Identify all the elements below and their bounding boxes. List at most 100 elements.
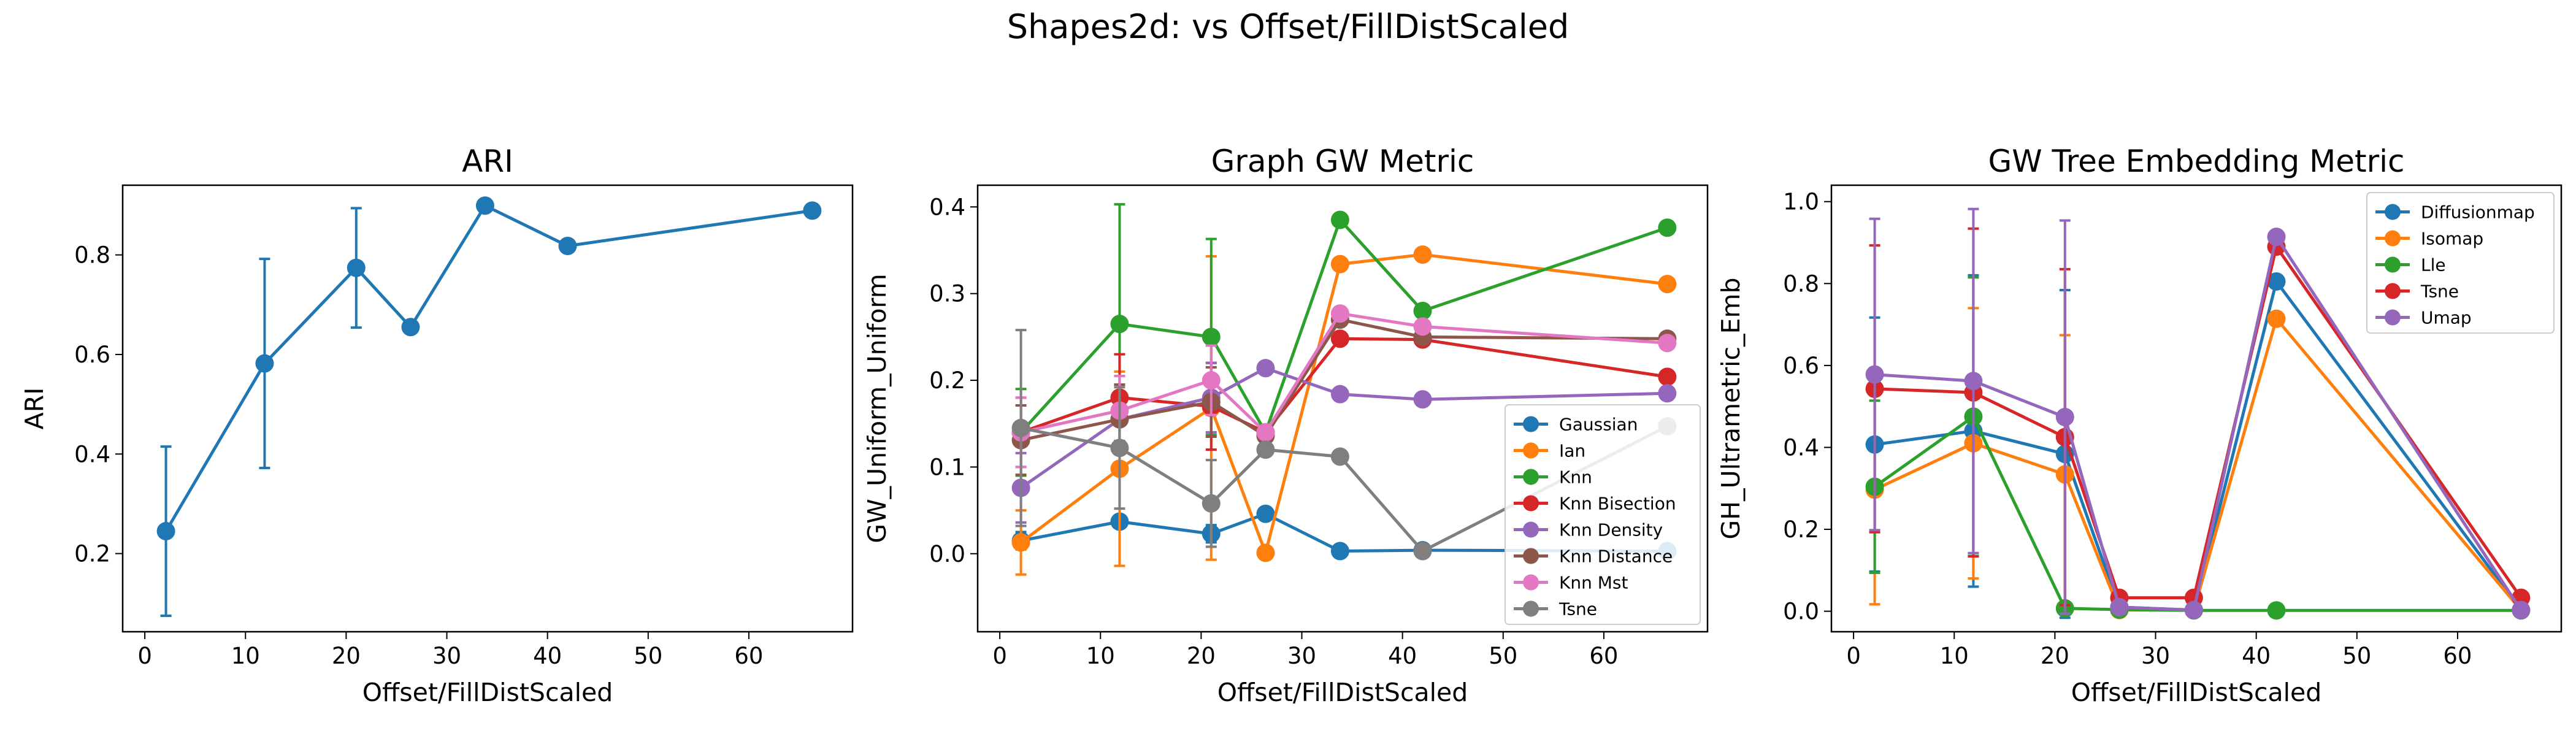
data-point (2267, 601, 2286, 620)
x-axis-label: Offset/FillDistScaled (1217, 678, 1468, 707)
x-tick-label: 50 (1489, 643, 1517, 669)
legend-box (1505, 404, 1701, 625)
data-point (1256, 543, 1275, 562)
data-point (1330, 210, 1349, 229)
data-point (1658, 367, 1677, 386)
data-point (2184, 600, 2203, 619)
data-point (1202, 328, 1221, 347)
data-point (1413, 245, 1432, 264)
y-tick-label: 0.0 (929, 541, 965, 567)
x-tick-label: 20 (332, 643, 361, 669)
y-axis-label: ARI (20, 388, 49, 430)
legend-swatch-marker (2385, 230, 2401, 247)
x-axis-label: Offset/FillDistScaled (2071, 678, 2322, 707)
data-point (1413, 390, 1432, 409)
y-tick-label: 0.8 (1783, 270, 1819, 297)
data-point (1865, 365, 1884, 384)
x-tick-label: 40 (2242, 643, 2271, 669)
data-point (1330, 329, 1349, 348)
data-point (1964, 372, 1983, 391)
data-point (347, 258, 366, 277)
data-point (1330, 255, 1349, 274)
legend-label: Umap (2421, 308, 2472, 328)
y-axis-label: GW_Uniform_Uniform (862, 274, 892, 543)
data-point (2110, 597, 2129, 616)
legend-box (2366, 192, 2555, 334)
legend-swatch-marker (1523, 416, 1539, 432)
legend-label: Knn Mst (1559, 573, 1628, 593)
legend-swatch-marker (1523, 574, 1539, 591)
data-point (2267, 309, 2286, 328)
panels: ARI Offset/FillDistScaled ARI 0 10 20 30 40 50 60… (20, 144, 2563, 707)
legend-swatch-marker (2385, 309, 2401, 326)
legend-label: Tsne (2420, 282, 2459, 302)
data-point (2055, 408, 2074, 427)
x-tick-label: 30 (432, 643, 461, 669)
data-point (1658, 218, 1677, 237)
legend-swatch-marker (2385, 256, 2401, 273)
x-tick-label: 20 (1187, 643, 1216, 669)
legend-swatch-marker (1523, 521, 1539, 538)
legend-swatch-marker (2385, 204, 2401, 220)
data-point (2267, 228, 2286, 247)
data-point (1256, 440, 1275, 459)
data-point (1110, 315, 1129, 334)
chart-panel-3: GW Tree Embedding Metric Offset/FillDistS… (1716, 144, 2563, 707)
legend-label: Isomap (2421, 229, 2483, 249)
data-point (558, 237, 577, 256)
x-tick-label: 20 (2041, 643, 2069, 669)
legend-swatch-marker (1523, 495, 1539, 512)
legend-swatch-marker (1523, 442, 1539, 459)
data-point (475, 196, 494, 215)
y-axis-label: GH_Ultrametric_Emb (1716, 278, 1746, 540)
data-point (156, 522, 175, 541)
chart-title: ARI (462, 144, 513, 179)
y-tick-label: 0.2 (1783, 516, 1819, 543)
data-point (803, 201, 822, 220)
legend-swatch-marker (1523, 548, 1539, 564)
legend-label: Gaussian (1559, 415, 1638, 435)
data-point (1413, 542, 1432, 561)
data-point (1330, 542, 1349, 561)
x-tick-label: 40 (1388, 643, 1417, 669)
legend: Diffusionmap Isomap Lle Tsne Umap (2366, 192, 2555, 334)
data-point (1202, 371, 1221, 390)
x-tick-label: 10 (1940, 643, 1969, 669)
x-tick-label: 50 (634, 643, 662, 669)
data-point (1658, 384, 1677, 403)
y-tick-label: 0.0 (1783, 599, 1819, 625)
x-tick-label: 0 (1846, 643, 1861, 669)
figure-suptitle: Shapes2d: vs Offset/FillDistScaled (1007, 7, 1570, 46)
x-tick-label: 60 (2443, 643, 2472, 669)
x-tick-label: 0 (992, 643, 1007, 669)
x-tick-label: 10 (231, 643, 260, 669)
y-tick-label: 0.2 (929, 367, 965, 394)
data-point (1256, 359, 1275, 378)
data-point (2267, 272, 2286, 291)
data-point (1658, 334, 1677, 353)
plot-frame (1830, 184, 2563, 633)
y-tick-label: 0.1 (929, 454, 965, 480)
x-tick-label: 50 (2342, 643, 2371, 669)
y-tick-label: 0.4 (929, 194, 965, 220)
x-tick-label: 40 (533, 643, 562, 669)
chart-panel-2: Graph GW Metric Offset/FillDistScaled GW_U… (862, 144, 1709, 707)
x-tick-label: 30 (2141, 643, 2170, 669)
x-tick-label: 10 (1086, 643, 1115, 669)
chart-title: GW Tree Embedding Metric (1988, 144, 2404, 179)
legend-label: Lle (2421, 255, 2446, 275)
y-tick-label: 0.4 (74, 441, 110, 467)
y-tick-label: 0.6 (74, 342, 110, 368)
data-point (255, 354, 274, 373)
legend-label: Diffusionmap (2421, 202, 2535, 223)
data-point (1256, 504, 1275, 523)
x-axis-label: Offset/FillDistScaled (362, 678, 613, 707)
chart-panel-1: ARI Offset/FillDistScaled ARI 0 10 20 30 40 50 60… (20, 144, 854, 707)
legend-label: Ian (1559, 441, 1585, 461)
data-point (1658, 275, 1677, 294)
plot-frame (121, 184, 854, 633)
x-tick-label: 60 (734, 643, 763, 669)
series-ari (156, 196, 822, 618)
y-tick-label: 0.3 (929, 281, 965, 307)
